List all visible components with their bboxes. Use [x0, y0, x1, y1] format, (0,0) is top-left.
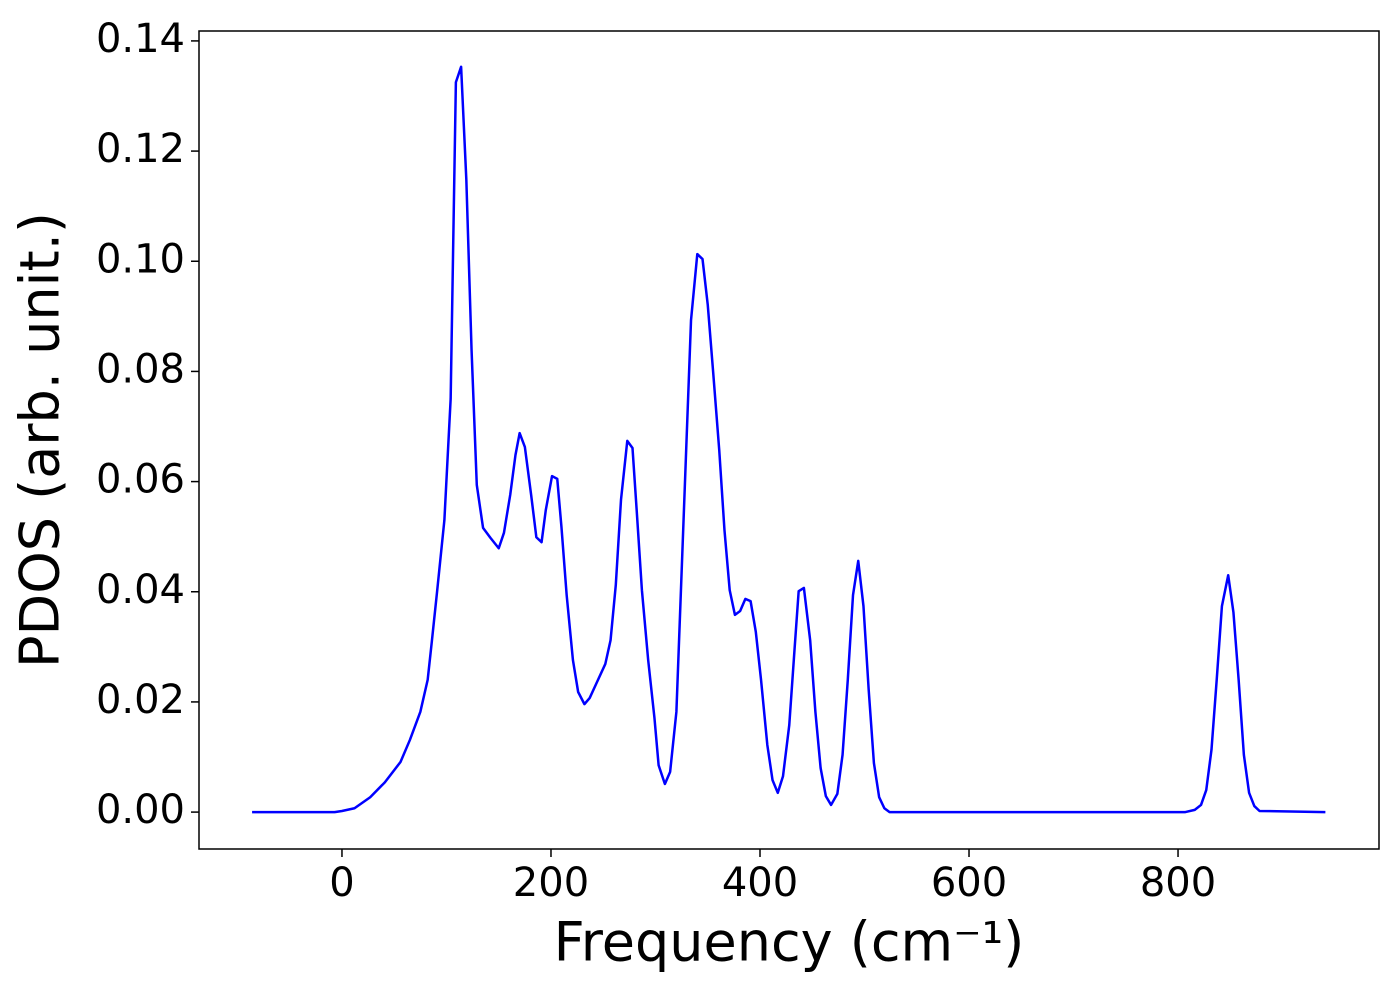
x-tick-label: 400 — [722, 860, 798, 906]
y-tick-label: 0.10 — [96, 236, 185, 282]
y-tick-label: 0.00 — [96, 787, 185, 833]
y-tick-label: 0.14 — [96, 16, 185, 62]
x-tick-label: 200 — [513, 860, 589, 906]
x-tick-label: 600 — [931, 860, 1007, 906]
y-tick-label: 0.06 — [96, 457, 185, 503]
x-tick-label: 0 — [329, 860, 354, 906]
y-tick-label: 0.08 — [96, 346, 185, 392]
x-axis-label: Frequency (cm⁻¹) — [554, 911, 1025, 974]
y-tick-label: 0.12 — [96, 126, 185, 172]
plot-frame — [198, 30, 1380, 850]
y-axis-label: PDOS (arb. unit.) — [9, 212, 72, 668]
y-tick-label: 0.02 — [96, 677, 185, 723]
y-tick-label: 0.04 — [96, 567, 185, 613]
x-tick-label: 800 — [1140, 860, 1216, 906]
data-line — [252, 65, 1326, 814]
